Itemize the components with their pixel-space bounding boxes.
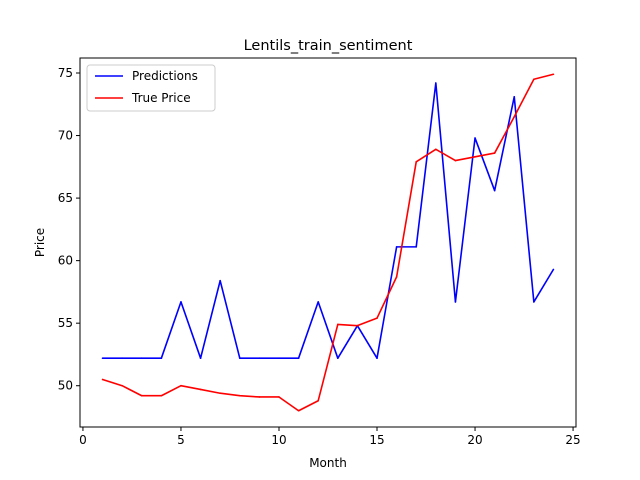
y-tick-label: 50 xyxy=(58,379,73,393)
data-point-predictions xyxy=(493,189,496,192)
data-point-true-price xyxy=(238,394,241,397)
data-point-true-price xyxy=(513,115,516,118)
data-point-predictions xyxy=(474,137,476,139)
data-point-predictions xyxy=(238,357,241,360)
data-point-predictions xyxy=(219,279,221,282)
plot-frame xyxy=(79,57,577,428)
data-point-predictions xyxy=(435,82,437,84)
series-layer xyxy=(101,73,555,412)
series-line-true-price xyxy=(102,73,554,412)
x-tick-label: 20 xyxy=(467,433,482,447)
data-point-predictions xyxy=(199,357,202,360)
y-tick-label: 60 xyxy=(58,254,73,268)
data-point-predictions xyxy=(317,301,320,303)
y-tick-label: 65 xyxy=(58,191,73,205)
y-tick-label: 55 xyxy=(58,316,73,330)
data-point-predictions xyxy=(395,246,398,248)
data-point-true-price xyxy=(140,394,143,397)
data-point-predictions xyxy=(533,301,535,303)
legend-label: True Price xyxy=(131,91,191,105)
data-point-predictions xyxy=(140,357,143,360)
data-point-predictions xyxy=(513,95,516,98)
data-point-true-price xyxy=(533,78,535,81)
data-point-true-price xyxy=(199,388,202,391)
data-point-true-price xyxy=(317,399,320,402)
x-axis-label: Month xyxy=(309,456,347,470)
data-point-predictions xyxy=(101,357,104,360)
tick-layer: 0 5 10 15 20 25 50 55 60 65 70 75 xyxy=(58,66,581,447)
data-point-true-price xyxy=(356,324,359,327)
chart-title: Lentils_train_sentiment xyxy=(244,38,413,54)
data-point-true-price xyxy=(454,159,457,162)
data-point-true-price xyxy=(376,317,378,319)
x-tick-label: 0 xyxy=(79,433,87,447)
data-point-predictions xyxy=(121,357,123,360)
data-point-true-price xyxy=(160,394,163,397)
data-point-predictions xyxy=(297,357,300,360)
data-point-true-price xyxy=(278,396,280,398)
x-tick-label: 10 xyxy=(271,433,286,447)
data-point-predictions xyxy=(454,301,457,303)
y-tick-label: 75 xyxy=(58,66,73,80)
y-axis-label: Price xyxy=(33,228,47,257)
x-tick-label: 15 xyxy=(369,433,384,447)
data-point-predictions xyxy=(337,357,339,360)
data-point-true-price xyxy=(337,323,339,326)
data-point-true-price xyxy=(395,276,398,278)
x-tick-label: 5 xyxy=(177,433,185,447)
data-point-predictions xyxy=(160,357,163,360)
data-point-predictions xyxy=(552,268,555,271)
series-line-predictions xyxy=(102,82,555,360)
legend-label: Predictions xyxy=(132,69,198,83)
data-point-true-price xyxy=(219,392,221,395)
data-point-predictions xyxy=(376,357,378,360)
data-point-true-price xyxy=(101,378,104,381)
data-point-true-price xyxy=(435,148,437,151)
data-point-predictions xyxy=(278,357,280,360)
data-point-true-price xyxy=(493,152,496,154)
data-point-true-price xyxy=(474,156,476,158)
y-tick-label: 70 xyxy=(58,129,73,143)
data-point-true-price xyxy=(297,409,300,412)
data-point-predictions xyxy=(258,357,261,360)
data-point-predictions xyxy=(415,246,418,248)
legend: Predictions True Price xyxy=(86,64,216,112)
data-point-predictions xyxy=(180,301,182,303)
x-tick-label: 25 xyxy=(565,433,580,447)
data-point-true-price xyxy=(121,384,123,387)
data-point-true-price xyxy=(552,73,555,76)
data-point-true-price xyxy=(415,161,418,163)
data-point-true-price xyxy=(180,384,182,387)
data-point-true-price xyxy=(258,396,261,398)
